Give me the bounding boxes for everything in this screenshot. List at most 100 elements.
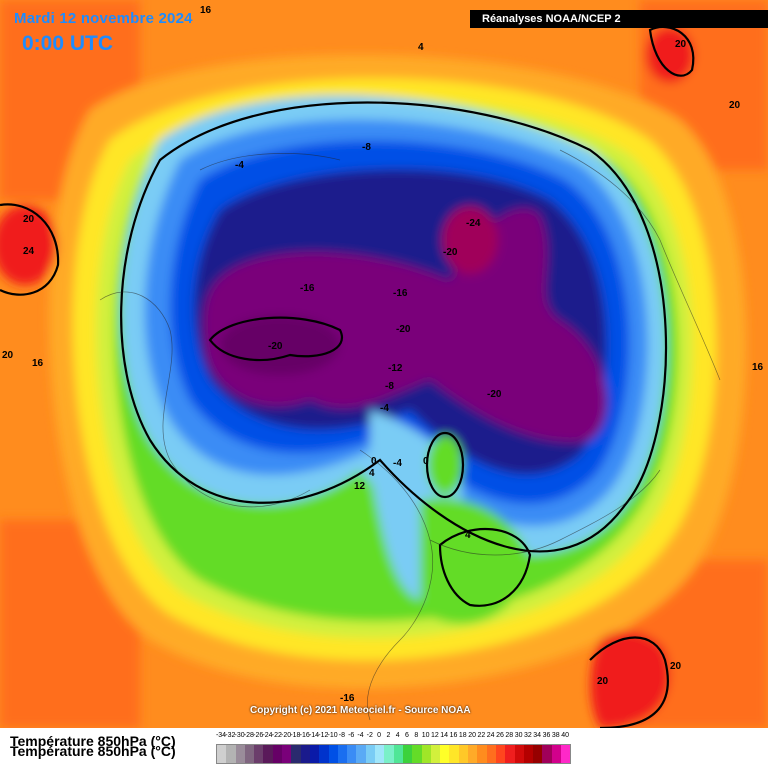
contour-label: -20: [268, 341, 283, 352]
legend-swatch: [272, 745, 283, 763]
contour-label: -8: [385, 381, 394, 392]
legend-swatch: [282, 745, 292, 763]
legend-swatch: [393, 745, 403, 763]
legend-swatch: [542, 745, 552, 763]
contour-label: 12: [354, 481, 366, 492]
contour-label: -16: [393, 288, 408, 299]
contour-label: -20: [487, 389, 502, 400]
legend-value: 28: [505, 732, 514, 739]
legend-swatch: [514, 745, 524, 763]
legend-swatch: [263, 745, 273, 763]
map-time-title: 0:00 UTC: [22, 32, 114, 55]
legend-value: 12: [430, 732, 439, 739]
contour-label: -8: [362, 142, 371, 153]
legend-value: -34: [215, 732, 227, 739]
legend-swatch: [309, 745, 320, 763]
map-date-title: Mardi 12 novembre 2024: [14, 10, 193, 27]
legend-swatch: [217, 745, 227, 763]
legend-value: 26: [496, 732, 504, 739]
legend-swatch: [356, 745, 366, 763]
contour-label: 20: [675, 39, 687, 50]
legend-value: -30: [234, 732, 245, 739]
legend-swatch: [523, 745, 534, 763]
contour-label: -16: [300, 283, 315, 294]
legend-swatch: [254, 745, 264, 763]
contour-label: 0: [423, 456, 429, 467]
legend-swatch: [244, 745, 255, 763]
contour-label: 16: [752, 362, 764, 373]
legend-value: 18: [458, 732, 467, 739]
contour-label: -16: [340, 693, 355, 704]
legend-swatch: [449, 745, 459, 763]
contour-label: 20: [597, 676, 609, 687]
legend-swatch: [365, 745, 376, 763]
contour-label: 20: [2, 350, 14, 361]
legend-value: -12: [318, 732, 329, 739]
contour-label: 24: [23, 246, 35, 257]
legend-swatches: [216, 744, 572, 764]
contour-label: -20: [396, 324, 411, 335]
legend-value: 34: [533, 732, 542, 739]
legend-swatch: [347, 745, 357, 763]
legend-value: 38: [551, 732, 560, 739]
legend-swatch: [468, 745, 478, 763]
legend-swatch: [495, 745, 506, 763]
legend-title-shadow: Température 850hPa (°C): [10, 743, 176, 759]
legend-swatch: [551, 745, 561, 763]
legend-value: -20: [281, 732, 292, 739]
contour-label: -4: [393, 458, 402, 469]
legend-swatch: [375, 745, 385, 763]
legend-value: -22: [271, 732, 282, 739]
contour-label: -20: [443, 247, 458, 258]
legend-value: 16: [449, 732, 458, 739]
legend-value: -2: [366, 732, 373, 739]
legend-swatch: [421, 745, 431, 763]
contour-label: 16: [200, 5, 212, 16]
legend-swatch: [384, 745, 394, 763]
legend-value: 0: [377, 732, 382, 739]
legend-value: -32: [225, 732, 236, 739]
contour-label: 4: [418, 42, 424, 53]
legend-value: -16: [299, 732, 310, 739]
legend-value: 22: [477, 732, 486, 739]
legend-value: 36: [542, 732, 551, 739]
legend-swatch: [505, 745, 515, 763]
contour-label: -24: [466, 218, 481, 229]
contour-label: 20: [670, 661, 682, 672]
copyright-text: Copyright (c) 2021 Meteociel.fr - Source…: [250, 705, 471, 716]
legend-value: 2: [386, 732, 391, 739]
legend-title: Température 850hPa (°C): [10, 733, 176, 749]
legend-value: 20: [468, 732, 476, 739]
legend-value: 14: [440, 732, 449, 739]
contour-label: -12: [388, 363, 403, 374]
legend-swatch: [430, 745, 441, 763]
legend-swatch: [226, 745, 236, 763]
legend-swatch: [337, 745, 348, 763]
legend-swatch: [477, 745, 487, 763]
legend-value: -10: [327, 732, 338, 739]
legend-swatch: [328, 745, 338, 763]
contour-label: 16: [32, 358, 44, 369]
legend-value: 4: [395, 732, 400, 739]
contour-label: 0: [371, 456, 377, 467]
legend-swatch: [486, 745, 496, 763]
source-banner: Réanalyses NOAA/NCEP 2: [470, 10, 768, 28]
legend-swatch: [402, 745, 413, 763]
legend-value: -28: [243, 732, 254, 739]
legend-swatch: [560, 745, 571, 763]
contour-label: -4: [380, 403, 389, 414]
legend-swatch: [440, 745, 450, 763]
legend-value: 40: [561, 732, 569, 739]
legend-value: 30: [514, 732, 523, 739]
legend-swatch: [291, 745, 301, 763]
contour-label: -4: [235, 160, 244, 171]
legend-swatch: [319, 745, 329, 763]
legend-value: -26: [253, 732, 264, 739]
legend-value: 32: [523, 732, 532, 739]
legend-value: -18: [290, 732, 301, 739]
legend-value: -14: [308, 732, 320, 739]
legend-swatch: [533, 745, 543, 763]
legend-swatch: [412, 745, 422, 763]
legend-swatch: [235, 745, 245, 763]
legend-value: -4: [357, 732, 364, 739]
